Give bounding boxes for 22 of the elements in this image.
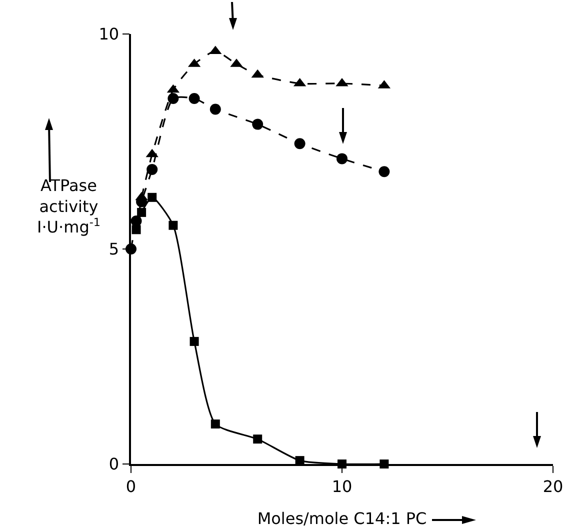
point: [294, 138, 306, 150]
point: [378, 166, 390, 178]
point: [336, 153, 348, 164]
x-tick-label: 0: [126, 476, 136, 496]
point: [253, 434, 262, 444]
point: [210, 104, 221, 115]
x-tick-label: 20: [542, 476, 564, 496]
point: [190, 336, 199, 346]
x-tick-label: 10: [332, 476, 352, 496]
point: [130, 216, 142, 227]
point: [168, 220, 178, 230]
x-axis-title: Moles/mole C14:1 PC: [257, 509, 427, 528]
y-tick-label: 0: [108, 454, 120, 474]
y-tick-label: 10: [98, 24, 120, 44]
point: [146, 164, 158, 175]
point: [210, 420, 220, 429]
y-axis-title: ATPase activity I·U·mg$^{-1}$: [37, 176, 100, 237]
point: [188, 93, 200, 104]
point: [168, 93, 179, 104]
y-tick-label: 5: [108, 240, 120, 259]
point: [252, 118, 264, 130]
point: [148, 192, 157, 202]
